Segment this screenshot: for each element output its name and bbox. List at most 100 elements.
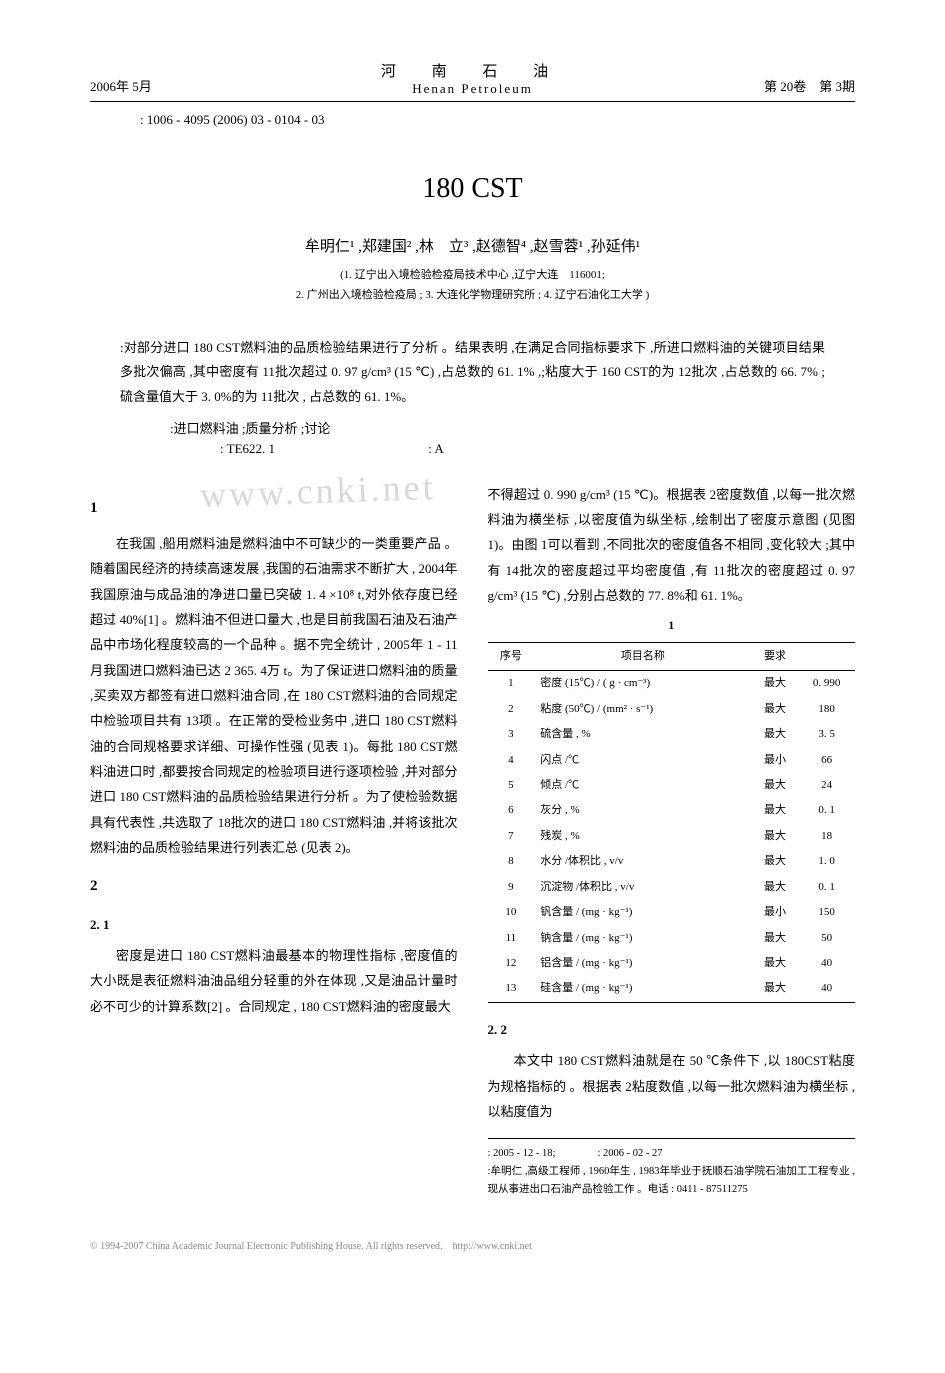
table-cell: 残炭 , % [534, 824, 751, 849]
page: www.cnki.net 2006年 5月 河 南 石 油 Henan Petr… [0, 0, 945, 1219]
table-cell: 最大 [752, 773, 799, 798]
author-bio: :牟明仁 ,高级工程师 , 1960年生 , 1983年毕业于抚顺石油学院石油加… [488, 1163, 856, 1199]
table-cell: 硫含量 , % [534, 722, 751, 747]
issue-date: 2006年 5月 [90, 76, 152, 95]
table-cell: 最大 [752, 697, 799, 722]
table-cell: 最大 [752, 671, 799, 697]
table-cell: 最大 [752, 951, 799, 976]
classification: : TE622. 1 : A [220, 441, 855, 457]
copyright-footer: © 1994-2007 China Academic Journal Elect… [0, 1219, 945, 1262]
table-cell: 密度 (15℃) / ( g · cm⁻³) [534, 671, 751, 697]
table-1-header-row: 序号 项目名称 要求 [488, 642, 856, 670]
table-cell: 18 [798, 824, 855, 849]
table-cell: 0. 1 [798, 875, 855, 900]
table-cell: 50 [798, 926, 855, 951]
article-title: 180 CST [90, 173, 855, 205]
table-cell: 0. 990 [798, 671, 855, 697]
table-cell: 闪点 /℃ [534, 748, 751, 773]
table-cell: 24 [798, 773, 855, 798]
left-column: 1 在我国 ,船用燃料油是燃料油中不可缺少的一类重要产品 。随着国民经济的持续高… [90, 482, 458, 1199]
table-cell: 最大 [752, 798, 799, 823]
table-cell: 10 [488, 900, 535, 925]
table-cell: 6 [488, 798, 535, 823]
table-row: 6灰分 , %最大0. 1 [488, 798, 856, 823]
table-cell: 硅含量 / (mg · kg⁻¹) [534, 976, 751, 1002]
table-cell: 40 [798, 976, 855, 1002]
table-cell: 3. 5 [798, 722, 855, 747]
table-row: 8水分 /体积比 , v/v最大1. 0 [488, 849, 856, 874]
table-row: 7残炭 , %最大18 [488, 824, 856, 849]
table-1-col-0: 序号 [488, 642, 535, 670]
table-1-caption: 1 [488, 614, 856, 637]
table-1-col-3 [798, 642, 855, 670]
table-cell: 最小 [752, 900, 799, 925]
table-row: 3硫含量 , %最大3. 5 [488, 722, 856, 747]
table-cell: 2 [488, 697, 535, 722]
section-2-1-paragraph: 密度是进口 180 CST燃料油最基本的物理性指标 ,密度值的大小既是表征燃料油… [90, 943, 458, 1019]
right-column: 不得超过 0. 990 g/cm³ (15 ℃)。根据表 2密度数值 ,以每一批… [488, 482, 856, 1199]
section-1-heading: 1 [90, 494, 458, 523]
table-cell: 灰分 , % [534, 798, 751, 823]
table-row: 1密度 (15℃) / ( g · cm⁻³)最大0. 990 [488, 671, 856, 697]
table-cell: 180 [798, 697, 855, 722]
table-cell: 铝含量 / (mg · kg⁻¹) [534, 951, 751, 976]
body-columns: 1 在我国 ,船用燃料油是燃料油中不可缺少的一类重要产品 。随着国民经济的持续高… [90, 482, 855, 1199]
table-row: 9沉淀物 /体积比 , v/v最大0. 1 [488, 875, 856, 900]
table-cell: 最小 [752, 748, 799, 773]
table-cell: 最大 [752, 722, 799, 747]
footer-notes: : 2005 - 12 - 18; : 2006 - 02 - 27 :牟明仁 … [488, 1138, 856, 1199]
table-row: 13硅含量 / (mg · kg⁻¹)最大40 [488, 976, 856, 1002]
table-cell: 粘度 (50℃) / (mm² · s⁻¹) [534, 697, 751, 722]
table-cell: 最大 [752, 824, 799, 849]
table-cell: 66 [798, 748, 855, 773]
table-cell: 150 [798, 900, 855, 925]
table-cell: 钠含量 / (mg · kg⁻¹) [534, 926, 751, 951]
table-cell: 13 [488, 976, 535, 1002]
table-cell: 最大 [752, 976, 799, 1002]
class-code: : TE622. 1 [220, 441, 275, 456]
table-cell: 倾点 /℃ [534, 773, 751, 798]
table-1-col-2: 要求 [752, 642, 799, 670]
table-cell: 12 [488, 951, 535, 976]
journal-header: 2006年 5月 河 南 石 油 Henan Petroleum 第 20卷 第… [90, 60, 855, 102]
table-cell: 1 [488, 671, 535, 697]
table-row: 11钠含量 / (mg · kg⁻¹)最大50 [488, 926, 856, 951]
table-cell: 5 [488, 773, 535, 798]
table-cell: 4 [488, 748, 535, 773]
right-col-paragraph-1: 不得超过 0. 990 g/cm³ (15 ℃)。根据表 2密度数值 ,以每一批… [488, 482, 856, 609]
authors: 牟明仁¹ ,郑建国² ,林 立³ ,赵德智⁴ ,赵雪蓉¹ ,孙延伟¹ [90, 235, 855, 256]
journal-name-en: Henan Petroleum [90, 81, 855, 97]
affiliations: (1. 辽宁出入境检验检疫局技术中心 ,辽宁大连 116001; 2. 广州出入… [90, 266, 855, 306]
table-cell: 最大 [752, 849, 799, 874]
table-row: 10钒含量 / (mg · kg⁻¹)最小150 [488, 900, 856, 925]
journal-name-cn: 河 南 石 油 [90, 60, 855, 81]
table-1-col-1: 项目名称 [534, 642, 751, 670]
table-cell: 9 [488, 875, 535, 900]
document-code: : A [428, 441, 444, 457]
section-2-2-heading: 2. 2 [488, 1017, 856, 1042]
table-cell: 40 [798, 951, 855, 976]
section-1-paragraph: 在我国 ,船用燃料油是燃料油中不可缺少的一类重要产品 。随着国民经济的持续高速发… [90, 531, 458, 860]
section-2-2-paragraph: 本文中 180 CST燃料油就是在 50 ℃条件下 ,以 180CST粘度为规格… [488, 1048, 856, 1124]
table-row: 12铝含量 / (mg · kg⁻¹)最大40 [488, 951, 856, 976]
affiliation-line-2: 2. 广州出入境检验检疫局 ; 3. 大连化学物理研究所 ; 4. 辽宁石油化工… [90, 286, 855, 306]
table-cell: 7 [488, 824, 535, 849]
article-id: : 1006 - 4095 (2006) 03 - 0104 - 03 [140, 112, 855, 128]
table-row: 4闪点 /℃最小66 [488, 748, 856, 773]
received-dates: : 2005 - 12 - 18; : 2006 - 02 - 27 [488, 1145, 856, 1163]
table-cell: 1. 0 [798, 849, 855, 874]
abstract: :对部分进口 180 CST燃料油的品质检验结果进行了分析 。结果表明 ,在满足… [120, 336, 825, 410]
table-cell: 0. 1 [798, 798, 855, 823]
table-cell: 最大 [752, 926, 799, 951]
table-cell: 3 [488, 722, 535, 747]
volume-issue: 第 20卷 第 3期 [764, 76, 855, 95]
keywords: :进口燃料油 ;质量分析 ;讨论 [170, 418, 825, 437]
section-2-1-heading: 2. 1 [90, 912, 458, 937]
table-cell: 沉淀物 /体积比 , v/v [534, 875, 751, 900]
table-cell: 钒含量 / (mg · kg⁻¹) [534, 900, 751, 925]
table-cell: 水分 /体积比 , v/v [534, 849, 751, 874]
affiliation-line-1: (1. 辽宁出入境检验检疫局技术中心 ,辽宁大连 116001; [90, 266, 855, 286]
table-row: 2粘度 (50℃) / (mm² · s⁻¹)最大180 [488, 697, 856, 722]
table-row: 5倾点 /℃最大24 [488, 773, 856, 798]
table-cell: 11 [488, 926, 535, 951]
